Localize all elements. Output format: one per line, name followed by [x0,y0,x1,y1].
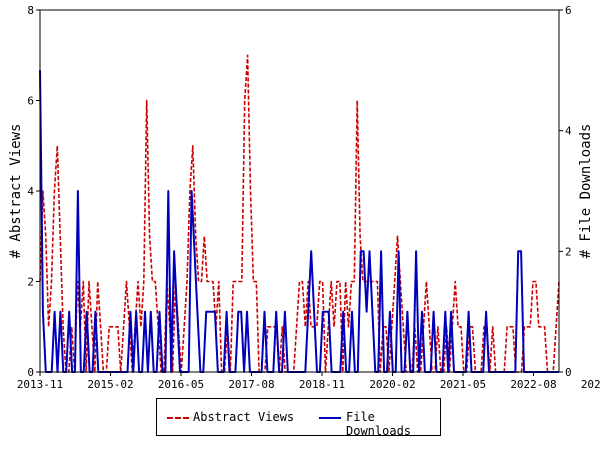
x-tick-label: 2017-08 [228,378,274,391]
x-tick-label: 2022-08 [510,378,556,391]
series-line-abstract-views [39,54,560,373]
x-tick-label: 2015-02 [87,378,133,391]
y-left-tick-label: 2 [27,276,34,289]
x-tick-label: 2023-11 [581,378,600,391]
y-left-tick-label: 8 [27,4,34,17]
x-tick-label: 2021-05 [440,378,486,391]
y-right-tick-label: 2 [565,245,572,258]
y-left-tick-label: 6 [27,95,34,108]
legend-swatch-abstract-views [167,417,189,419]
y-right-tick-label: 0 [565,366,572,379]
x-tick-label: 2018-11 [299,378,345,391]
legend: Abstract Views File Downloads [156,398,441,438]
x-tick-label: 2020-02 [369,378,415,391]
legend-swatch-file-downloads [319,417,341,419]
y-left-axis-title: # Abstract Views [8,124,24,259]
legend-label-abstract-views: Abstract Views [193,410,295,424]
x-tick-label: 2016-05 [158,378,204,391]
y-left-tick-label: 4 [27,185,34,198]
y-left-tick-label: 0 [27,366,34,379]
plot-area-frame [39,9,560,373]
x-tick-label: 2013-11 [17,378,63,391]
y-right-tick-label: 4 [565,125,572,138]
y-right-tick-label: 6 [565,4,572,17]
legend-label-file-downloads: File Downloads [346,410,412,438]
y-right-axis-title: # File Downloads [578,124,594,259]
